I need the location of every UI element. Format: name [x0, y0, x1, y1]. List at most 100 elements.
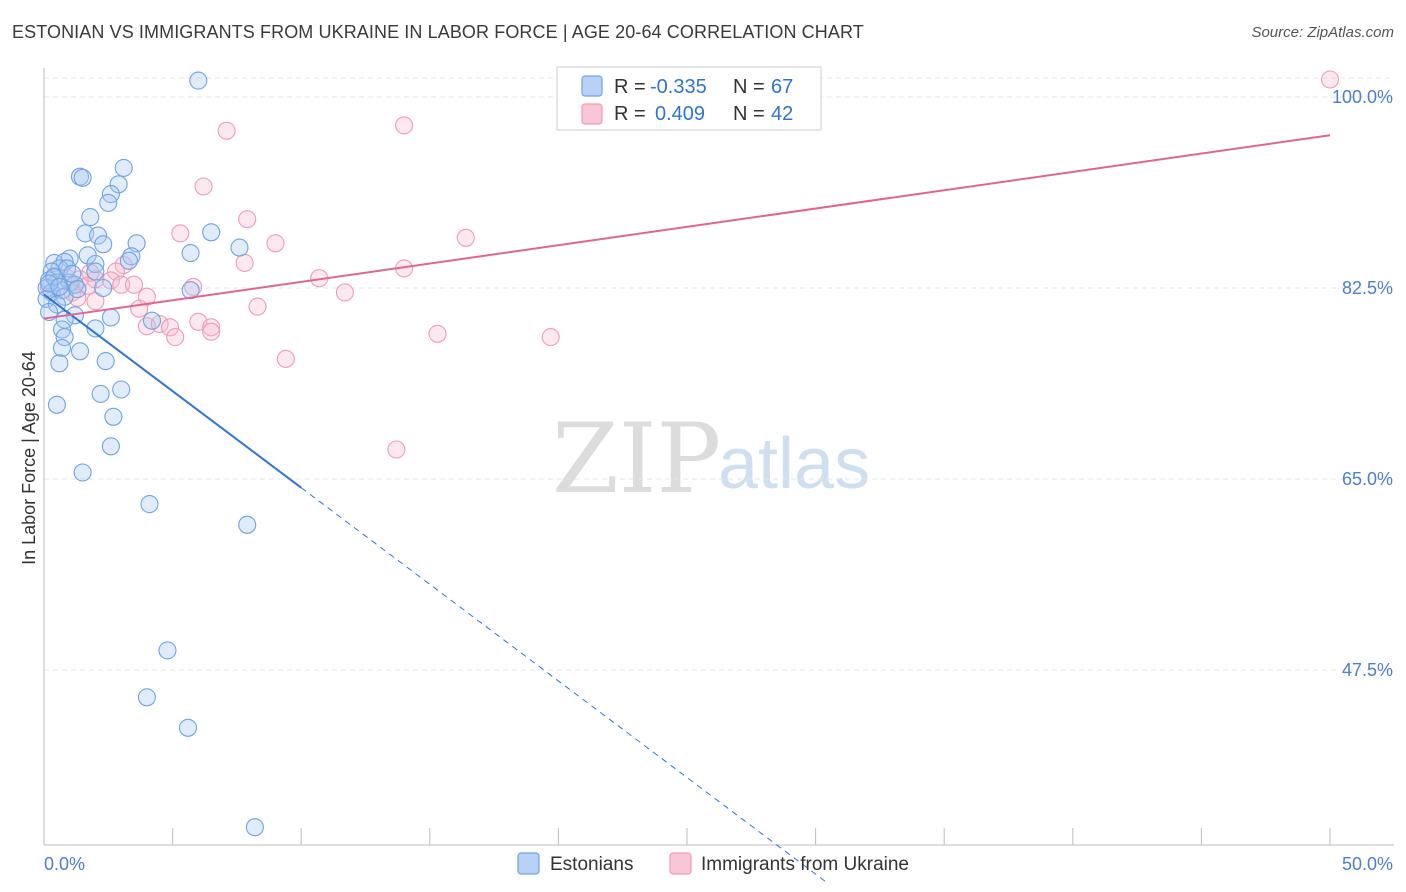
ukraine-point	[335, 283, 354, 302]
stats-legend: R = -0.335 N = 67 R = 0.409 N = 42	[556, 66, 822, 131]
estonians-r-label: R =	[614, 76, 646, 98]
series-legend: Estonians Immigrants from Ukraine	[517, 852, 909, 875]
legend-estonians-swatch	[517, 852, 540, 875]
estonians-r-value: -0.335	[650, 76, 707, 98]
ukraine-swatch	[581, 103, 603, 125]
ukraine-n-label: N =	[733, 103, 765, 125]
estonians-point	[101, 308, 120, 327]
x-ticks	[172, 828, 1331, 845]
estonians-point	[109, 175, 128, 194]
estonians-point	[68, 280, 87, 299]
ukraine-point	[160, 318, 180, 337]
estonians-point	[47, 395, 66, 414]
legend-ukraine-label: Immigrants from Ukraine	[701, 854, 909, 875]
ukraine-point	[456, 228, 475, 247]
estonians-point	[81, 208, 100, 227]
legend-ukraine-swatch	[669, 852, 692, 875]
y-tick-label: 82.5%	[1342, 278, 1393, 298]
estonians-point	[88, 226, 108, 245]
ukraine-point	[124, 275, 144, 294]
estonians-point	[137, 688, 156, 707]
estonians-n-value: 67	[771, 76, 793, 98]
ukraine-r-label: R =	[614, 103, 646, 125]
ukraine-point	[238, 210, 257, 229]
estonians-point	[96, 352, 115, 371]
estonians-point	[101, 437, 120, 456]
watermark-atlas: atlas	[718, 424, 870, 504]
x-tick-label-min: 0.0%	[44, 854, 85, 874]
estonians-point	[202, 223, 221, 242]
ukraine-point	[428, 324, 447, 343]
ukraine-point	[184, 277, 203, 296]
estonians-point	[245, 818, 264, 837]
estonians-point	[55, 328, 74, 347]
ukraine-point	[112, 275, 131, 294]
estonians-point	[86, 319, 105, 338]
ukraine-point	[235, 253, 254, 272]
ukraine-n-value: 42	[771, 103, 793, 125]
ukraine-r-value: 0.409	[655, 103, 705, 125]
watermark-zip: ZIP	[552, 403, 721, 515]
ukraine-point	[248, 297, 267, 316]
estonians-point	[73, 168, 92, 187]
legend-estonians-label: Estonians	[550, 854, 633, 875]
x-tick-label-max: 50.0%	[1342, 854, 1393, 874]
ukraine-point	[101, 271, 120, 290]
estonians-point	[178, 718, 198, 737]
ukraine-point	[266, 234, 285, 253]
ukraine-point	[86, 292, 105, 311]
estonians-point	[94, 235, 113, 254]
estonians-point	[50, 354, 69, 373]
y-tick-labels: 47.5% 65.0% 82.5% 100.0%	[1332, 87, 1393, 680]
ukraine-point	[166, 328, 185, 347]
ukraine-point	[194, 177, 213, 196]
estonians-point	[99, 193, 118, 212]
ukraine-point	[1320, 70, 1340, 89]
chart-source: Source: ZipAtlas.com	[1251, 24, 1394, 41]
ukraine-point	[202, 318, 221, 337]
watermark: ZIP atlas	[552, 403, 870, 515]
estonians-point	[70, 342, 90, 361]
estonians-point	[140, 495, 159, 514]
estonians-point	[63, 264, 82, 283]
ukraine-point	[541, 328, 560, 347]
estonians-point	[181, 244, 200, 263]
estonians-point	[86, 262, 105, 281]
estonians-point	[58, 259, 77, 278]
ukraine-point	[395, 116, 414, 135]
estonians-point	[158, 641, 177, 660]
estonians-point	[73, 463, 92, 482]
estonians-point	[119, 251, 138, 270]
y-tick-label: 65.0%	[1342, 469, 1393, 489]
estonians-point	[52, 338, 72, 358]
estonians-point	[50, 277, 69, 296]
y-tick-label: 47.5%	[1342, 660, 1393, 680]
chart-title: ESTONIAN VS IMMIGRANTS FROM UKRAINE IN L…	[12, 22, 864, 42]
estonians-point	[230, 238, 249, 257]
ukraine-point	[387, 440, 406, 459]
estonians-point	[142, 311, 162, 330]
trend-lines	[43, 134, 1331, 885]
ukraine-point	[217, 121, 236, 140]
y-axis-label: In Labor Force | Age 20-64	[19, 351, 39, 565]
estonians-point	[112, 380, 131, 399]
series-estonians-points	[37, 71, 264, 837]
estonians-point	[86, 254, 105, 274]
ukraine-trend-line	[43, 134, 1331, 320]
ukraine-point	[276, 349, 295, 368]
ukraine-point	[130, 299, 149, 318]
estonians-point	[238, 515, 257, 534]
estonians-point	[94, 278, 113, 298]
ukraine-point	[202, 322, 221, 341]
estonians-point	[114, 158, 133, 177]
ukraine-point	[171, 224, 190, 243]
estonians-n-label: N =	[733, 76, 765, 98]
estonians-point	[189, 71, 208, 90]
grid	[44, 77, 1394, 671]
estonians-swatch	[581, 75, 603, 97]
y-tick-label: 100.0%	[1332, 87, 1393, 107]
estonians-point	[104, 407, 123, 426]
estonians-point	[91, 384, 110, 403]
estonians-point	[181, 281, 200, 300]
